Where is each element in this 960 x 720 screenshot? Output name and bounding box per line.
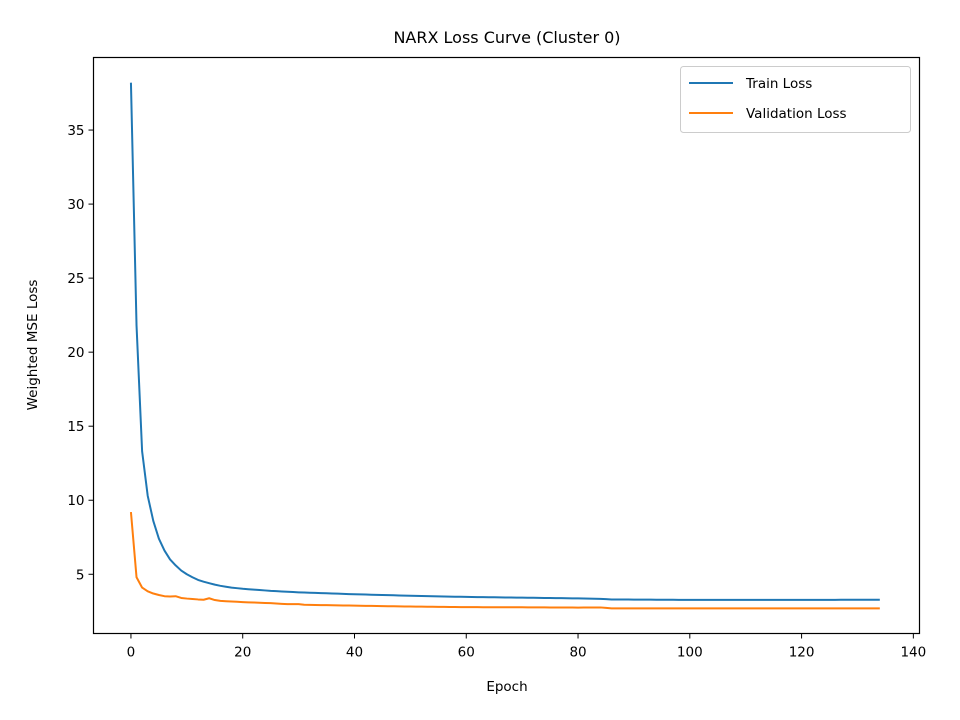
x-axis-label: Epoch: [486, 679, 527, 695]
y-tick-label: 20: [67, 345, 84, 361]
legend-train-loss-label: Train Loss: [745, 76, 812, 92]
y-tick-label: 5: [76, 567, 85, 583]
y-axis-ticks: 5 10 15 20 25 30 35: [67, 123, 94, 583]
series-line-train-loss: [129, 82, 880, 601]
x-tick-label: 20: [234, 645, 251, 661]
x-tick-label: 60: [458, 645, 475, 661]
y-tick-label: 10: [67, 493, 84, 509]
x-axis-ticks: 0 20 40 60 80 100 120 140: [127, 633, 926, 661]
x-tick-label: 140: [900, 645, 926, 661]
x-tick-label: 120: [789, 645, 815, 661]
x-tick-label: 40: [346, 645, 363, 661]
y-tick-label: 15: [67, 419, 84, 435]
legend: Train Loss Validation Loss: [680, 66, 911, 133]
x-tick-label: 0: [127, 645, 136, 661]
plot-lines: [129, 82, 880, 610]
y-axis-label: Weighted MSE Loss: [25, 280, 41, 411]
y-tick-label: 25: [67, 271, 84, 287]
y-tick-label: 35: [67, 123, 84, 139]
legend-box: [680, 66, 911, 133]
plot-frame: [92, 56, 921, 635]
x-tick-label: 80: [569, 645, 586, 661]
chart-title: NARX Loss Curve (Cluster 0): [393, 28, 620, 47]
y-tick-label: 30: [67, 197, 84, 213]
x-tick-label: 100: [677, 645, 703, 661]
legend-validation-loss-label: Validation Loss: [746, 106, 847, 122]
series-line-validation-loss: [129, 511, 880, 610]
